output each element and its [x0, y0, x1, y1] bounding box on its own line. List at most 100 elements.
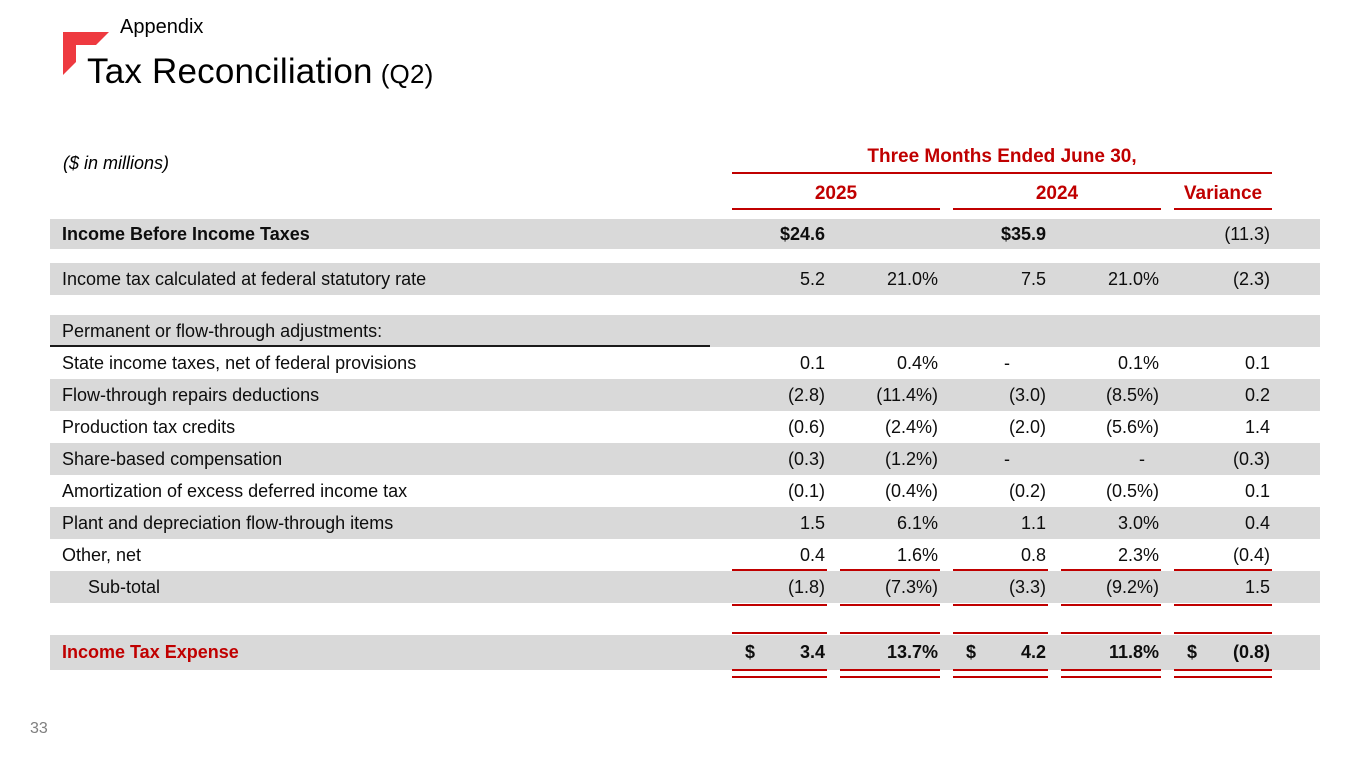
dollar-sign: $ [1187, 642, 1198, 662]
cell-2025-percent: (2.4%) [884, 417, 938, 437]
cell-2024-percent: 3.0% [1117, 513, 1159, 533]
row-label: Income tax calculated at federal statuto… [62, 269, 427, 289]
column-spacer [1161, 571, 1174, 603]
cell-2025-amount: 1.5 [799, 513, 825, 533]
column-spacer [710, 507, 732, 539]
column-spacer [827, 219, 840, 249]
cell-2025-percent: 0.4% [896, 353, 938, 373]
cell-2024-percent: (9.2%) [1061, 569, 1161, 606]
column-spacer [827, 635, 840, 670]
row-right-padding [1272, 379, 1320, 411]
column-spacer [710, 475, 732, 507]
cell-2024-amount: $35.9 [1000, 224, 1046, 244]
column-spacer [940, 571, 953, 603]
corner-bracket-logo-icon [63, 32, 109, 75]
column-spacer [710, 347, 732, 379]
cell-2025-amount: (2.8) [787, 385, 825, 405]
column-spacer [940, 539, 953, 571]
dollar-sign: $ [745, 642, 756, 662]
column-spacer [710, 571, 732, 603]
cell-2025-percent: 13.7% [840, 632, 940, 678]
table-row: Sub-total (1.8) (7.3%) (3.3) (9.2%) 1.5 [50, 569, 1320, 606]
cell-2025-amount: $24.6 [779, 224, 825, 244]
cell-2024-percent [1061, 315, 1161, 347]
column-spacer [1048, 507, 1061, 539]
row-label: Plant and depreciation flow-through item… [62, 513, 394, 533]
page-title-suffix: (Q2) [380, 59, 434, 89]
column-spacer [827, 507, 840, 539]
table-row: Income tax calculated at federal statuto… [50, 263, 1320, 295]
table-row: Income Tax Expense $3.4 13.7% $4.2 11.8% $ (0.… [50, 632, 1320, 678]
cell-variance: (0.3) [1232, 449, 1270, 469]
row-right-padding [1272, 347, 1320, 379]
cell-2025-percent [840, 219, 940, 249]
cell-2025-percent: 6.1% [896, 513, 938, 533]
column-spacer [1048, 411, 1061, 443]
row-label: Permanent or flow-through adjustments: [50, 315, 710, 347]
table-row: Share-based compensation (0.3) (1.2%) - - (0.… [50, 443, 1320, 475]
cell-2024-percent: (8.5%) [1105, 385, 1159, 405]
column-spacer [940, 379, 953, 411]
page-title: Tax Reconciliation (Q2) [87, 52, 434, 92]
column-header-2025: 2025 [732, 183, 940, 210]
cell-variance: $ (0.8) [1174, 632, 1272, 678]
column-spacer [710, 411, 732, 443]
cell-2024-amount: 7.5 [1020, 269, 1046, 289]
amount: (0.8) [1232, 642, 1270, 662]
column-spacer [1048, 219, 1061, 249]
column-spacer [1161, 263, 1174, 295]
cell-2025-percent: (0.4%) [884, 481, 938, 501]
row-right-padding [1272, 571, 1320, 603]
table-body: Income Before Income Taxes $24.6 $35.9 (11.… [50, 219, 1320, 678]
column-spacer [940, 411, 953, 443]
row-right-padding [1272, 539, 1320, 571]
cell-2025-amount: (0.1) [787, 481, 825, 501]
column-spacer [940, 315, 953, 347]
row-right-padding [1272, 315, 1320, 347]
column-spacer [940, 635, 953, 670]
column-spacer [1161, 315, 1174, 347]
row-label: Flow-through repairs deductions [62, 385, 320, 405]
cell-variance: (0.4) [1232, 545, 1270, 565]
cell-2024-amount: (3.0) [1008, 385, 1046, 405]
row-label: State income taxes, net of federal provi… [62, 353, 417, 373]
column-spacer [1048, 379, 1061, 411]
cell-variance: (11.3) [1224, 224, 1270, 244]
cell-2025-amount [732, 315, 827, 347]
cell-2025-percent: 1.6% [896, 545, 938, 565]
column-spacer [827, 443, 840, 475]
cell-2025-percent: (7.3%) [840, 569, 940, 606]
column-spacer [1048, 347, 1061, 379]
column-spacer [1048, 571, 1061, 603]
cell-2025-percent: 21.0% [886, 269, 938, 289]
cell-2024-amount: (0.2) [1008, 481, 1046, 501]
table-row: Flow-through repairs deductions (2.8) (11.… [50, 379, 1320, 411]
cell-2025-amount: (0.3) [787, 449, 825, 469]
row-right-padding [1272, 635, 1320, 670]
column-spacer [1161, 219, 1174, 249]
page-title-text: Tax Reconciliation [87, 52, 373, 91]
dollar-sign: $ [966, 642, 977, 662]
table-row: Permanent or flow-through adjustments: [50, 315, 1320, 347]
column-header-variance: Variance [1174, 183, 1272, 210]
column-spacer [940, 263, 953, 295]
row-right-padding [1272, 411, 1320, 443]
column-spacer [1161, 379, 1174, 411]
amount: 4.2 [1020, 642, 1046, 662]
row-label: Income Tax Expense [62, 642, 239, 662]
column-spacer [940, 219, 953, 249]
cell-2024-percent: (5.6%) [1105, 417, 1159, 437]
cell-variance: (2.3) [1232, 269, 1270, 289]
column-spacer [827, 411, 840, 443]
row-label: Amortization of excess deferred income t… [62, 481, 408, 501]
row-label: Share-based compensation [62, 449, 283, 469]
group-header-three-months: Three Months Ended June 30, [732, 146, 1272, 174]
column-spacer [1161, 507, 1174, 539]
column-spacer [710, 635, 732, 670]
cell-variance [1174, 315, 1272, 347]
cell-2024-percent [1061, 219, 1161, 249]
cell-2025-amount: 5.2 [799, 269, 825, 289]
column-spacer [1161, 475, 1174, 507]
column-spacer [1048, 315, 1061, 347]
